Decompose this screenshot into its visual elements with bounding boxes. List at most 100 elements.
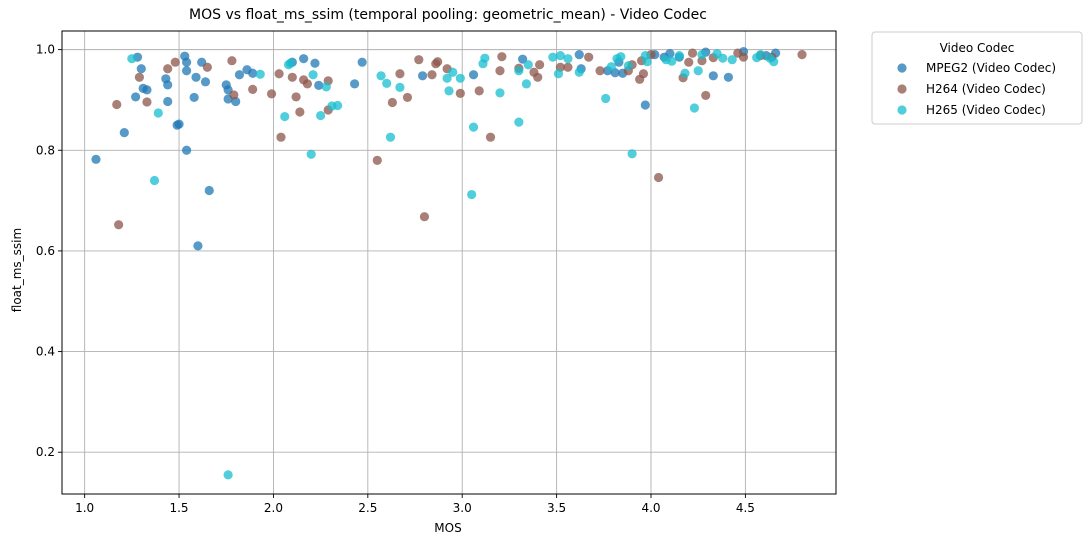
data-point <box>640 100 650 110</box>
data-point <box>697 50 707 60</box>
x-axis-label: MOS <box>434 521 461 535</box>
data-point <box>723 72 733 82</box>
data-point <box>701 90 711 101</box>
data-point <box>518 54 528 64</box>
data-point <box>229 90 239 100</box>
data-point <box>667 56 677 66</box>
data-point <box>357 57 367 67</box>
data-point <box>548 52 558 62</box>
data-point <box>314 80 324 90</box>
data-point <box>708 71 718 81</box>
data-point <box>563 54 573 64</box>
data-point <box>114 220 124 230</box>
data-point <box>280 111 290 122</box>
data-point <box>769 57 779 67</box>
data-point <box>142 85 152 95</box>
x-tick-label: 3.5 <box>547 501 566 515</box>
data-point <box>372 155 382 165</box>
data-point <box>455 73 465 83</box>
x-tick-label: 1.0 <box>75 501 94 515</box>
data-points <box>91 47 807 480</box>
data-point <box>584 52 594 62</box>
data-point <box>535 60 545 70</box>
data-point <box>755 50 766 60</box>
data-point <box>255 69 265 79</box>
x-tick-label: 2.5 <box>358 501 377 515</box>
data-point <box>119 128 129 138</box>
x-tick-label: 3.0 <box>453 501 472 515</box>
series-3 <box>127 49 779 480</box>
legend-frame <box>871 31 1083 125</box>
data-point <box>134 72 144 82</box>
y-tick-label: 0.8 <box>36 143 55 157</box>
data-point <box>444 86 454 96</box>
y-axis-label: float_ms_ssim <box>10 228 24 312</box>
data-point <box>248 68 258 78</box>
data-point <box>376 71 386 81</box>
data-point <box>291 92 301 102</box>
data-point <box>738 52 749 62</box>
data-point <box>202 62 212 72</box>
data-point <box>181 145 192 155</box>
legend-marker <box>897 84 907 94</box>
plot-frame <box>61 30 837 495</box>
data-point <box>285 58 296 68</box>
y-tick-label: 0.6 <box>36 244 55 258</box>
legend-title: Video Codec <box>940 41 1015 55</box>
data-point <box>627 149 637 159</box>
data-point <box>163 64 173 74</box>
data-point <box>227 56 237 66</box>
data-point <box>521 79 532 89</box>
data-point <box>427 70 437 80</box>
x-tick-label: 1.5 <box>169 501 188 515</box>
data-point <box>153 108 163 118</box>
data-point <box>442 73 452 83</box>
data-point <box>497 52 507 62</box>
x-tick-label: 4.5 <box>736 501 755 515</box>
data-point <box>131 92 141 102</box>
data-point <box>523 60 533 70</box>
data-point <box>395 69 405 79</box>
data-point <box>395 82 405 92</box>
data-point <box>170 57 180 67</box>
series-2 <box>112 48 807 230</box>
data-point <box>417 71 428 81</box>
data-point <box>402 92 413 103</box>
data-point <box>287 72 297 82</box>
data-point <box>448 67 458 77</box>
data-point <box>485 132 496 142</box>
y-tick-label: 0.2 <box>36 445 55 459</box>
y-tick-label: 0.4 <box>36 345 55 359</box>
x-tick-label: 2.0 <box>264 501 283 515</box>
legend-label: H265 (Video Codec) <box>926 103 1046 117</box>
data-point <box>689 103 700 113</box>
data-point <box>455 88 465 99</box>
data-point <box>495 66 505 76</box>
data-point <box>468 70 479 80</box>
data-point <box>163 80 173 90</box>
data-point <box>174 119 184 129</box>
data-point <box>797 50 807 60</box>
data-point <box>687 48 698 58</box>
data-point <box>136 64 146 74</box>
data-point <box>563 62 573 72</box>
data-point <box>127 54 137 64</box>
data-point <box>163 96 173 107</box>
data-point <box>474 86 484 96</box>
data-point <box>468 122 479 132</box>
data-point <box>200 77 211 87</box>
x-axis-ticks: 1.0 1.5 2.0 2.5 3.0 3.5 4.0 4.5 <box>75 494 755 515</box>
data-point <box>112 99 122 110</box>
data-point <box>553 69 564 79</box>
data-point <box>274 69 284 79</box>
chart-title: MOS vs float_ms_ssim (temporal pooling: … <box>189 7 707 23</box>
data-point <box>316 110 326 121</box>
y-axis-ticks: 0.2 0.4 0.6 0.8 1.0 <box>36 43 62 459</box>
data-point <box>181 66 192 76</box>
legend-items: MPEG2 (Video Codec) H264 (Video Codec) H26… <box>897 61 1056 117</box>
y-tick-label: 1.0 <box>36 43 55 57</box>
data-point <box>642 57 652 67</box>
data-point <box>333 100 343 111</box>
